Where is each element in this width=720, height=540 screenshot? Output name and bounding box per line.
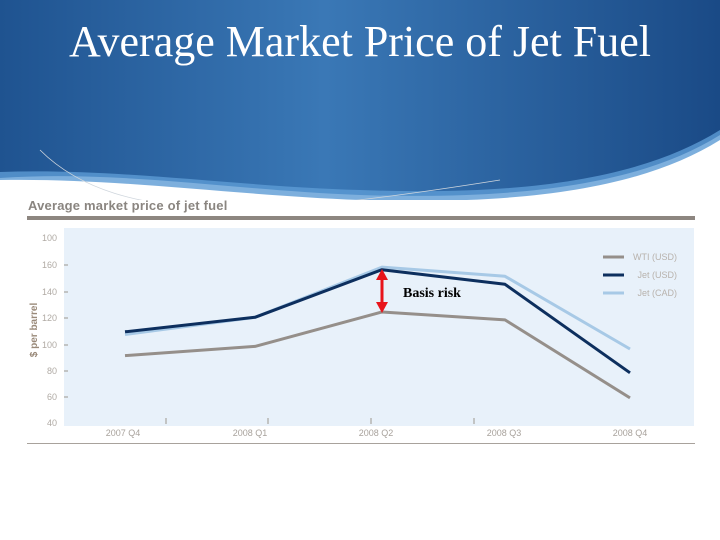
x-tick-label: 2008 Q2 xyxy=(359,428,394,438)
y-tick-label: 60 xyxy=(47,392,57,402)
bottom-divider xyxy=(27,443,695,444)
legend: WTI (USD) Jet (USD) Jet (CAD) xyxy=(603,252,677,298)
y-tick-label: 140 xyxy=(42,287,57,297)
basis-risk-annotation: Basis risk xyxy=(376,269,461,313)
y-tick-label: 80 xyxy=(47,366,57,376)
legend-label-jet-cad: Jet (CAD) xyxy=(637,288,677,298)
y-tick-label: 160 xyxy=(42,260,57,270)
legend-label-wti: WTI (USD) xyxy=(633,252,677,262)
y-tick-label: 100 xyxy=(42,340,57,350)
heading-divider xyxy=(27,216,695,220)
title-banner xyxy=(0,0,720,200)
x-tick-label: 2008 Q4 xyxy=(613,428,648,438)
legend-label-jet-usd: Jet (USD) xyxy=(637,270,677,280)
y-tick-label: 40 xyxy=(47,418,57,428)
x-axis: 2007 Q4 2008 Q1 2008 Q2 2008 Q3 2008 Q4 xyxy=(106,418,648,438)
y-tick-label: 120 xyxy=(42,313,57,323)
slide-title: Average Market Price of Jet Fuel xyxy=(69,17,651,66)
basis-risk-label: Basis risk xyxy=(403,286,461,301)
y-tick-label: 100 xyxy=(42,233,57,243)
x-tick-label: 2008 Q1 xyxy=(233,428,268,438)
chart-title: Average market price of jet fuel xyxy=(28,198,228,213)
y-axis: 100 160 140 120 100 80 60 40 $ per barre… xyxy=(29,233,68,428)
x-tick-label: 2008 Q3 xyxy=(487,428,522,438)
x-tick-label: 2007 Q4 xyxy=(106,428,141,438)
y-axis-label: $ per barrel xyxy=(29,303,40,358)
